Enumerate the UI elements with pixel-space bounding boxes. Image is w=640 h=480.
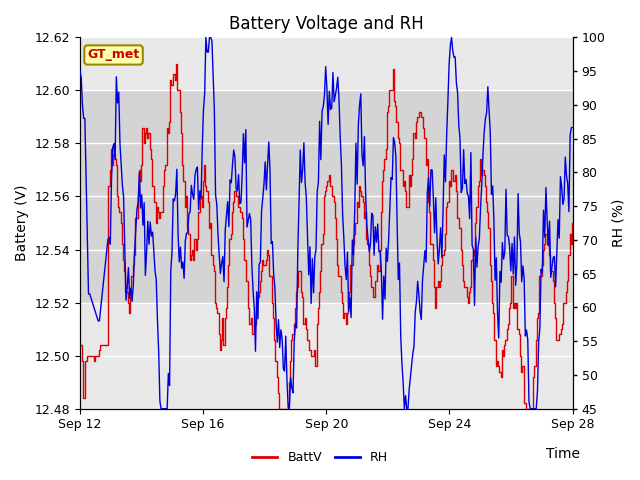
Text: Time: Time — [546, 447, 580, 461]
Y-axis label: RH (%): RH (%) — [611, 199, 625, 247]
Y-axis label: Battery (V): Battery (V) — [15, 185, 29, 261]
Bar — [80, 90, 573, 302]
Text: GT_met: GT_met — [88, 48, 140, 61]
Title: Battery Voltage and RH: Battery Voltage and RH — [229, 15, 424, 33]
Legend: BattV, RH: BattV, RH — [248, 446, 392, 469]
